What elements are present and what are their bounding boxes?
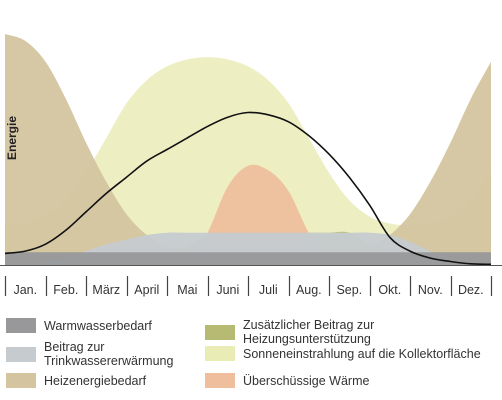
legend-label: Warmwasserbedarf	[44, 318, 152, 333]
area-warmwasserbedarf	[5, 252, 491, 265]
legend-item-warmwasserbedarf: Warmwasserbedarf	[6, 318, 152, 333]
legend-label: Heizenergiebedarf	[44, 373, 147, 388]
x-tick-label: Mai	[177, 283, 197, 297]
area-ueberschuessige-waerme	[5, 164, 491, 266]
line-kollektorertrag	[4, 111, 492, 266]
y-axis-label: Energie	[5, 116, 19, 160]
legend-item-ueberschuessige-waerme: Überschüssige Wärme	[205, 373, 369, 388]
legend-item-trinkwasser: Beitrag zur Trinkwassererwärmung	[6, 340, 173, 368]
legend-swatch-heizungsunterstuetzung	[205, 324, 235, 340]
x-tick-label: Feb.	[53, 283, 78, 297]
x-tick-label: März	[92, 283, 120, 297]
legend-item-heizenergiebedarf: Heizenergiebedarf	[6, 373, 146, 388]
legend-swatch-heizenergiebedarf	[6, 373, 36, 388]
legend-label: Sonneneinstrahlung auf die Kollektorfläc…	[243, 346, 481, 361]
legend-item-heizungsunterstuetzung: Zusätzlicher Beitrag zur Heizungsunterst…	[205, 318, 502, 346]
x-tick-label: Juni	[216, 283, 239, 297]
x-axis: Jan. Feb. März April Mai Juni Juli Aug. Sep. Okt.…	[0, 265, 502, 297]
legend-swatch-trinkwasser	[6, 346, 36, 362]
legend-item-sonneneinstrahlung: Sonneneinstrahlung auf die Kollektorfläc…	[205, 346, 481, 361]
x-tick-label: Dez.	[458, 283, 484, 297]
legend-swatch-warmwasserbedarf	[6, 318, 36, 333]
legend-swatch-ueberschuessige-waerme	[205, 373, 235, 388]
x-tick-label: Okt.	[378, 283, 401, 297]
x-tick-label: Jan.	[13, 283, 37, 297]
x-tick-label: April	[134, 283, 159, 297]
x-tick-label: Nov.	[418, 283, 443, 297]
energy-chart: Jan. Feb. März April Mai Juni Juli Aug. Sep. Okt.…	[0, 34, 502, 297]
x-tick-label: Sep.	[336, 283, 362, 297]
area-heizenergiebedarf	[5, 34, 491, 265]
legend: Warmwasserbedarf Beitrag zur Trinkwasser…	[0, 310, 502, 400]
legend-swatch-sonneneinstrahlung	[205, 346, 235, 361]
legend-label: Zusätzlicher Beitrag zur Heizungsunterst…	[243, 318, 375, 346]
x-tick-label: Juli	[259, 283, 278, 297]
legend-label: Überschüssige Wärme	[243, 373, 370, 388]
legend-label: Beitrag zur Trinkwassererwärmung	[44, 340, 174, 368]
x-tick-label: Aug.	[296, 283, 322, 297]
area-sonneneinstrahlung	[5, 57, 491, 265]
plot-area	[4, 34, 492, 266]
